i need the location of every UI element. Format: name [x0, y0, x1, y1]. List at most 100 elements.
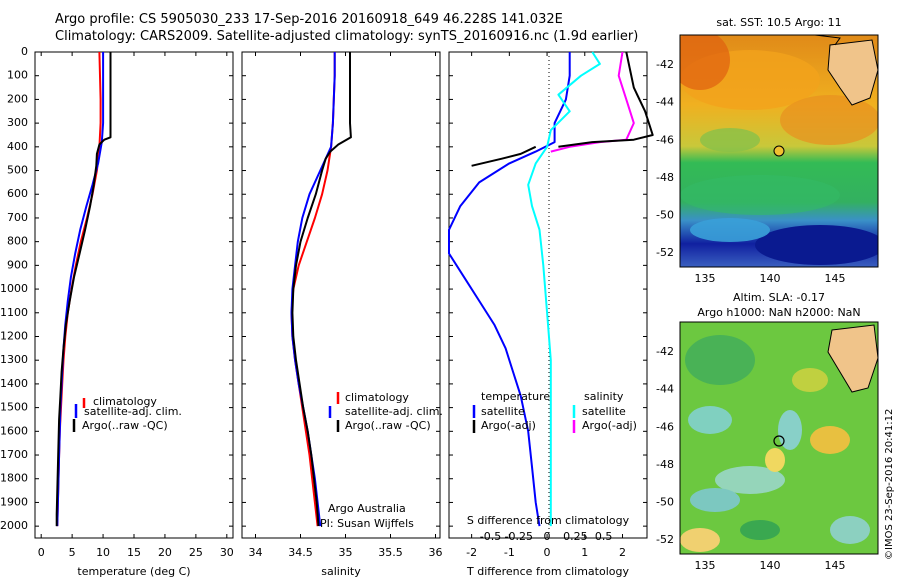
map-x-tick-label: 145 [825, 559, 846, 572]
x-tick-label: 15 [127, 546, 141, 559]
salinity-xlabel: salinity [321, 565, 361, 578]
y-tick-label: 1100 [0, 306, 28, 319]
legend-satellite: satellite-adj. clim. [84, 405, 182, 418]
y-tick-label: 1300 [0, 353, 28, 366]
series-line [471, 145, 537, 167]
imos-stamp: ©IMOS 23-Sep-2016 20:41:12 [884, 409, 895, 560]
y-tick-label: 0 [21, 45, 28, 58]
y-tick-label: 400 [7, 140, 28, 153]
y-tick-label: 1400 [0, 377, 28, 390]
y-tick-label: 900 [7, 258, 28, 271]
x-tick-label: -1 [504, 546, 515, 559]
x-tick-label: 36 [429, 546, 443, 559]
legend-satellite: satellite-adj. clim. [345, 405, 443, 418]
annotation-pi: PI: Susan Wijffels [320, 517, 414, 530]
map-y-tick-label: -44 [656, 383, 674, 396]
x-tick-label: 20 [158, 546, 172, 559]
sst-map-title: sat. SST: 10.5 Argo: 11 [716, 16, 841, 29]
sst-map: sat. SST: 10.5 Argo: 11 [679, 16, 879, 268]
x-tick-label: 1 [581, 546, 588, 559]
x-tick-label: 2 [619, 546, 626, 559]
map-x-tick-label: 135 [695, 272, 716, 285]
s-tick-label: -0.25 [505, 530, 533, 543]
x-tick-label: 5 [69, 546, 76, 559]
sla-map-title1: Altim. SLA: -0.17 [733, 291, 825, 304]
map-x-tick-label: 140 [760, 559, 781, 572]
tasmania-land [827, 39, 878, 106]
x-tick-label: 34.5 [288, 546, 313, 559]
s-tick-label: 0.25 [563, 530, 588, 543]
series-line [448, 52, 571, 527]
s-tick-label: 0 [544, 530, 551, 543]
series-line [55, 52, 112, 527]
y-tick-label: 700 [7, 211, 28, 224]
y-tick-label: 1200 [0, 329, 28, 342]
legend-header-temperature: temperature [481, 390, 550, 403]
legend-argo: Argo(..raw -QC) [82, 419, 168, 432]
y-tick-label: 1700 [0, 448, 28, 461]
s-tick-label: 0.5 [595, 530, 613, 543]
map-x-tick-label: 135 [695, 559, 716, 572]
x-tick-label: 30 [220, 546, 234, 559]
y-tick-label: 200 [7, 92, 28, 105]
temperature-panel-frame [34, 51, 234, 539]
map-x-tick-label: 145 [825, 272, 846, 285]
sla-map: Altim. SLA: -0.17 Argo h1000: NaN h2000:… [679, 291, 879, 555]
series-line [56, 51, 102, 527]
tasmania-land [827, 324, 878, 393]
y-tick-label: 1600 [0, 424, 28, 437]
difference-xlabel-top: S difference from climatology [467, 514, 630, 527]
map-y-tick-label: -48 [656, 171, 674, 184]
y-tick-label: 2000 [0, 519, 28, 532]
sla-map-title2: Argo h1000: NaN h2000: NaN [697, 306, 860, 319]
difference-panel-frame [448, 51, 648, 539]
plot-title-line1: Argo profile: CS 5905030_233 17-Sep-2016… [55, 12, 563, 27]
y-tick-label: 500 [7, 164, 28, 177]
map-y-tick-label: -42 [656, 58, 674, 71]
legend-t-argo: Argo(-adj) [481, 419, 536, 432]
temperature-legend: climatology satellite-adj. clim. Argo(..… [72, 395, 182, 432]
x-tick-label: 25 [189, 546, 203, 559]
series-line [550, 51, 635, 153]
y-tick-label: 600 [7, 187, 28, 200]
series-line [290, 52, 336, 527]
legend-s-argo: Argo(-adj) [582, 419, 637, 432]
legend-header-salinity: salinity [584, 390, 624, 403]
map-y-tick-label: -50 [656, 208, 674, 221]
map-y-tick-label: -44 [656, 96, 674, 109]
map-x-tick-label: 140 [760, 272, 781, 285]
difference-xlabel: T difference from climatology [466, 565, 629, 578]
map-y-tick-label: -46 [656, 133, 674, 146]
plot-title-line2: Climatology: CARS2009. Satellite-adjuste… [55, 29, 639, 44]
series-line [527, 51, 601, 527]
map-y-tick-label: -46 [656, 420, 674, 433]
argo-position-marker [773, 435, 785, 447]
x-tick-label: 34 [249, 546, 263, 559]
series-line [56, 52, 105, 527]
temperature-xlabel: temperature (deg C) [77, 565, 190, 578]
x-tick-label: 0 [544, 546, 551, 559]
difference-legend: temperature salinity satellite Argo(-adj… [472, 390, 637, 433]
y-tick-label: 1000 [0, 282, 28, 295]
y-tick-label: 100 [7, 69, 28, 82]
map-y-tick-label: -48 [656, 458, 674, 471]
series-line [558, 51, 654, 148]
y-tick-label: 300 [7, 116, 28, 129]
x-tick-label: 35.5 [378, 546, 403, 559]
map-y-tick-label: -52 [656, 533, 674, 546]
argo-position-marker [773, 145, 785, 157]
y-tick-label: 800 [7, 235, 28, 248]
x-tick-label: 35 [339, 546, 353, 559]
legend-climatology: climatology [345, 391, 409, 404]
map-y-tick-label: -42 [656, 345, 674, 358]
series-line [290, 52, 336, 527]
x-tick-label: 10 [96, 546, 110, 559]
legend-t-satellite: satellite [481, 405, 525, 418]
map-y-tick-label: -52 [656, 246, 674, 259]
y-tick-label: 1800 [0, 472, 28, 485]
map-y-tick-label: -50 [656, 495, 674, 508]
legend-climatology: climatology [93, 395, 157, 408]
x-tick-label: 0 [38, 546, 45, 559]
y-tick-label: 1900 [0, 495, 28, 508]
